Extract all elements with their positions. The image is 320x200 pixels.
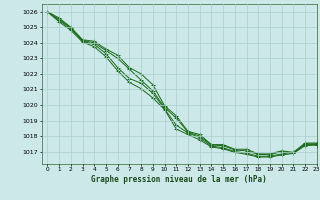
X-axis label: Graphe pression niveau de la mer (hPa): Graphe pression niveau de la mer (hPa) (91, 175, 267, 184)
